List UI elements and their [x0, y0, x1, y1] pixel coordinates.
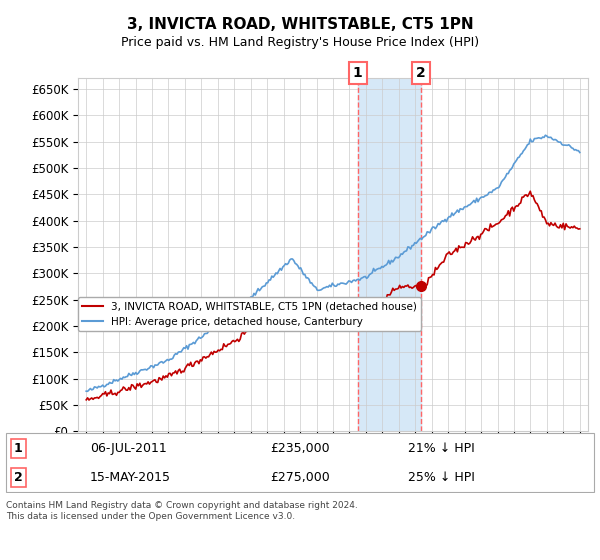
Text: Price paid vs. HM Land Registry's House Price Index (HPI): Price paid vs. HM Land Registry's House …: [121, 36, 479, 49]
Text: Contains HM Land Registry data © Crown copyright and database right 2024.
This d: Contains HM Land Registry data © Crown c…: [6, 501, 358, 521]
Legend: 3, INVICTA ROAD, WHITSTABLE, CT5 1PN (detached house), HPI: Average price, detac: 3, INVICTA ROAD, WHITSTABLE, CT5 1PN (de…: [78, 297, 421, 330]
Text: 2: 2: [416, 66, 425, 80]
Bar: [358, 78, 421, 431]
Text: 15-MAY-2015: 15-MAY-2015: [90, 471, 171, 484]
Text: £235,000: £235,000: [270, 442, 329, 455]
Text: 21% ↓ HPI: 21% ↓ HPI: [408, 442, 475, 455]
Text: 1: 1: [353, 66, 362, 80]
Text: 3, INVICTA ROAD, WHITSTABLE, CT5 1PN: 3, INVICTA ROAD, WHITSTABLE, CT5 1PN: [127, 17, 473, 32]
Text: 2: 2: [14, 471, 22, 484]
Text: 1: 1: [14, 442, 22, 455]
Text: 25% ↓ HPI: 25% ↓ HPI: [408, 471, 475, 484]
Text: £275,000: £275,000: [270, 471, 330, 484]
FancyBboxPatch shape: [6, 433, 594, 492]
Text: 06-JUL-2011: 06-JUL-2011: [90, 442, 167, 455]
